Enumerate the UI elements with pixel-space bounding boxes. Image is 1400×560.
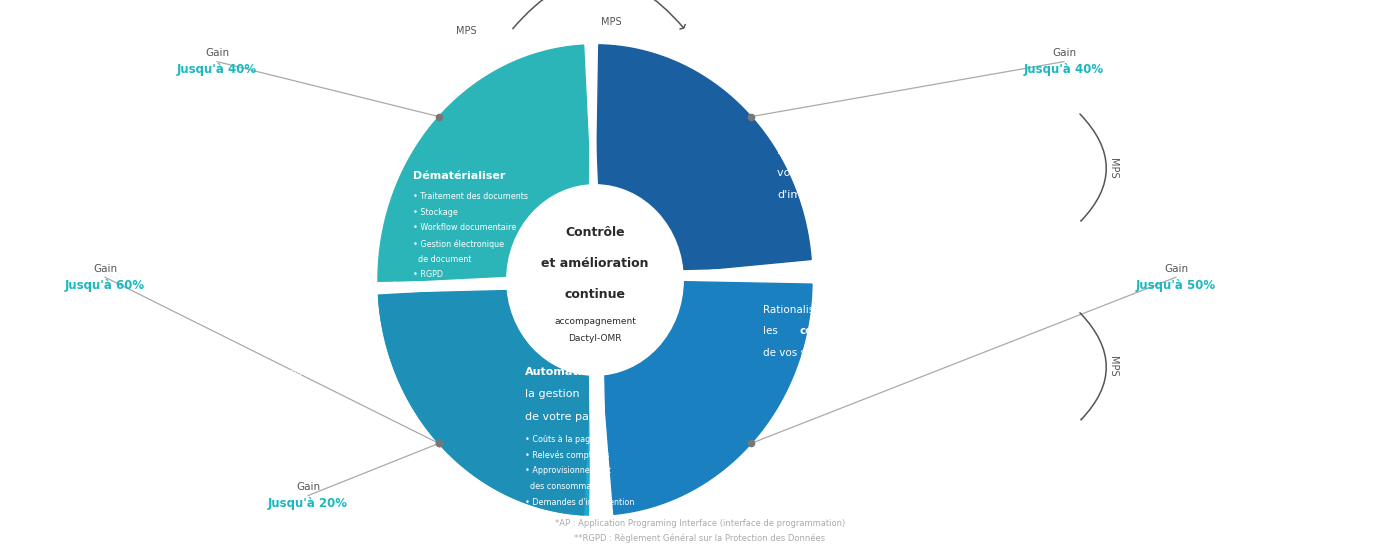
Text: productivité: productivité xyxy=(325,282,398,292)
Text: **RGPD : Règlement Général sur la Protection des Données: **RGPD : Règlement Général sur la Protec… xyxy=(574,534,826,543)
Polygon shape xyxy=(378,45,591,284)
Text: d'impression: d'impression xyxy=(777,190,848,200)
Text: Contrôle: Contrôle xyxy=(566,226,624,239)
Polygon shape xyxy=(379,288,594,515)
Text: vos: vos xyxy=(777,168,799,178)
Text: et amélioration: et amélioration xyxy=(542,256,648,270)
Text: Améliorer: Améliorer xyxy=(266,260,316,270)
Text: • Relevés compteurs: • Relevés compteurs xyxy=(525,451,609,460)
Text: Gain: Gain xyxy=(1163,264,1189,274)
Text: comportements: comportements xyxy=(799,326,892,337)
Text: • RGPD: • RGPD xyxy=(413,270,442,279)
Text: coûts: coûts xyxy=(830,168,864,178)
Polygon shape xyxy=(596,375,606,520)
Polygon shape xyxy=(589,40,598,185)
Text: Jusqu'à 20%: Jusqu'à 20% xyxy=(267,497,349,511)
Text: des consommables: des consommables xyxy=(525,482,608,491)
Text: Dématérialiser: Dématérialiser xyxy=(413,171,505,181)
Polygon shape xyxy=(596,45,811,272)
Text: MEAP, Est, Open Api): MEAP, Est, Open Api) xyxy=(266,321,356,330)
Text: Gain: Gain xyxy=(1051,48,1077,58)
Text: • Approvisionnement: • Approvisionnement xyxy=(525,466,610,475)
Text: • Soumission document: • Soumission document xyxy=(266,368,363,377)
Text: Jusqu'à 50%: Jusqu'à 50% xyxy=(1135,279,1217,292)
Text: Dactyl-OMR: Dactyl-OMR xyxy=(568,334,622,343)
Text: la gestion: la gestion xyxy=(525,389,580,399)
Text: Jusqu'à 40%: Jusqu'à 40% xyxy=(1023,63,1105,77)
Text: MPS: MPS xyxy=(602,17,622,27)
Text: de votre parc: de votre parc xyxy=(525,412,599,422)
Text: Diminuez: Diminuez xyxy=(777,146,830,156)
Text: • Fax dématérialisé: • Fax dématérialisé xyxy=(266,337,344,346)
Text: de document: de document xyxy=(413,255,472,264)
Ellipse shape xyxy=(507,185,683,375)
Text: • Workflow documentaire: • Workflow documentaire xyxy=(413,223,517,232)
Text: *AP : Application Programing Interface (interface de programmation): *AP : Application Programing Interface (… xyxy=(554,519,846,528)
Polygon shape xyxy=(589,375,598,520)
Text: • Demandes d'intervention: • Demandes d'intervention xyxy=(525,498,634,507)
Text: continue: continue xyxy=(564,287,626,301)
Text: les: les xyxy=(763,326,781,337)
Text: Gain: Gain xyxy=(295,482,321,492)
Text: • Gestion électronique: • Gestion électronique xyxy=(413,239,504,249)
Polygon shape xyxy=(683,268,816,279)
Text: Gain: Gain xyxy=(204,48,230,58)
Polygon shape xyxy=(378,285,591,515)
Text: Jusqu'à 40%: Jusqu'à 40% xyxy=(176,63,258,77)
Text: MPS: MPS xyxy=(1107,158,1119,178)
Text: Gain: Gain xyxy=(92,264,118,274)
Text: • API* métier (DSA,: • API* métier (DSA, xyxy=(266,305,344,314)
Polygon shape xyxy=(374,281,507,292)
Text: • Stockage: • Stockage xyxy=(413,208,458,217)
Text: votre: votre xyxy=(266,282,297,292)
Text: MPS: MPS xyxy=(1107,357,1119,377)
Text: • Gestion du parc: • Gestion du parc xyxy=(266,352,337,361)
Polygon shape xyxy=(602,282,812,514)
Text: MPS: MPS xyxy=(456,26,476,36)
Text: de vos salariés: de vos salariés xyxy=(763,348,841,358)
Text: accompagnement: accompagnement xyxy=(554,318,636,326)
Text: Jusqu'à 60%: Jusqu'à 60% xyxy=(64,279,146,292)
Text: Automatiser: Automatiser xyxy=(525,367,602,377)
Text: Rationaliser: Rationaliser xyxy=(763,305,825,315)
Text: • Traitement des documents: • Traitement des documents xyxy=(413,192,528,201)
Text: • Coûts à la page: • Coûts à la page xyxy=(525,435,595,444)
Polygon shape xyxy=(374,278,507,286)
